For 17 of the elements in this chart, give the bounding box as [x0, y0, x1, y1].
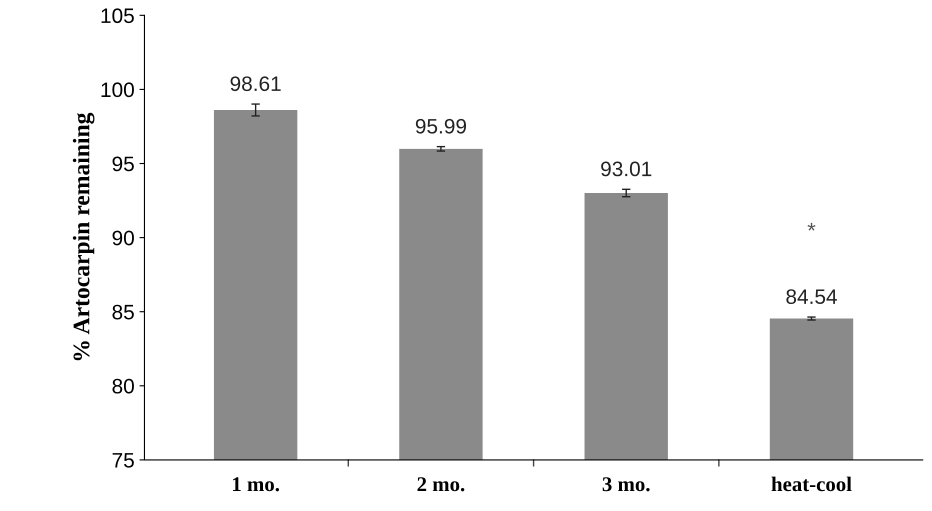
data-label: 93.01 [601, 162, 652, 176]
y-tick-label: 75 [112, 453, 134, 468]
y-tick-label: 105 [102, 8, 134, 24]
y-tick-label: 80 [112, 378, 134, 394]
y-tick-label: 90 [112, 230, 134, 246]
y-axis-title: % Artocarpin remaining [72, 112, 94, 360]
y-tick-label: 100 [102, 82, 134, 98]
y-tick-label: 85 [112, 304, 134, 320]
x-tick-label: heat-cool [772, 476, 852, 492]
x-tick-label: 1 mo. [233, 477, 280, 492]
x-tick-label: 2 mo. [418, 477, 464, 492]
y-tick-label: 95 [112, 156, 134, 172]
data-label: 98.61 [230, 76, 281, 92]
x-tick-label: 3 mo. [602, 477, 650, 492]
annotation: * [808, 222, 816, 231]
data-label: 95.99 [416, 118, 466, 134]
data-label: 84.54 [786, 289, 837, 304]
